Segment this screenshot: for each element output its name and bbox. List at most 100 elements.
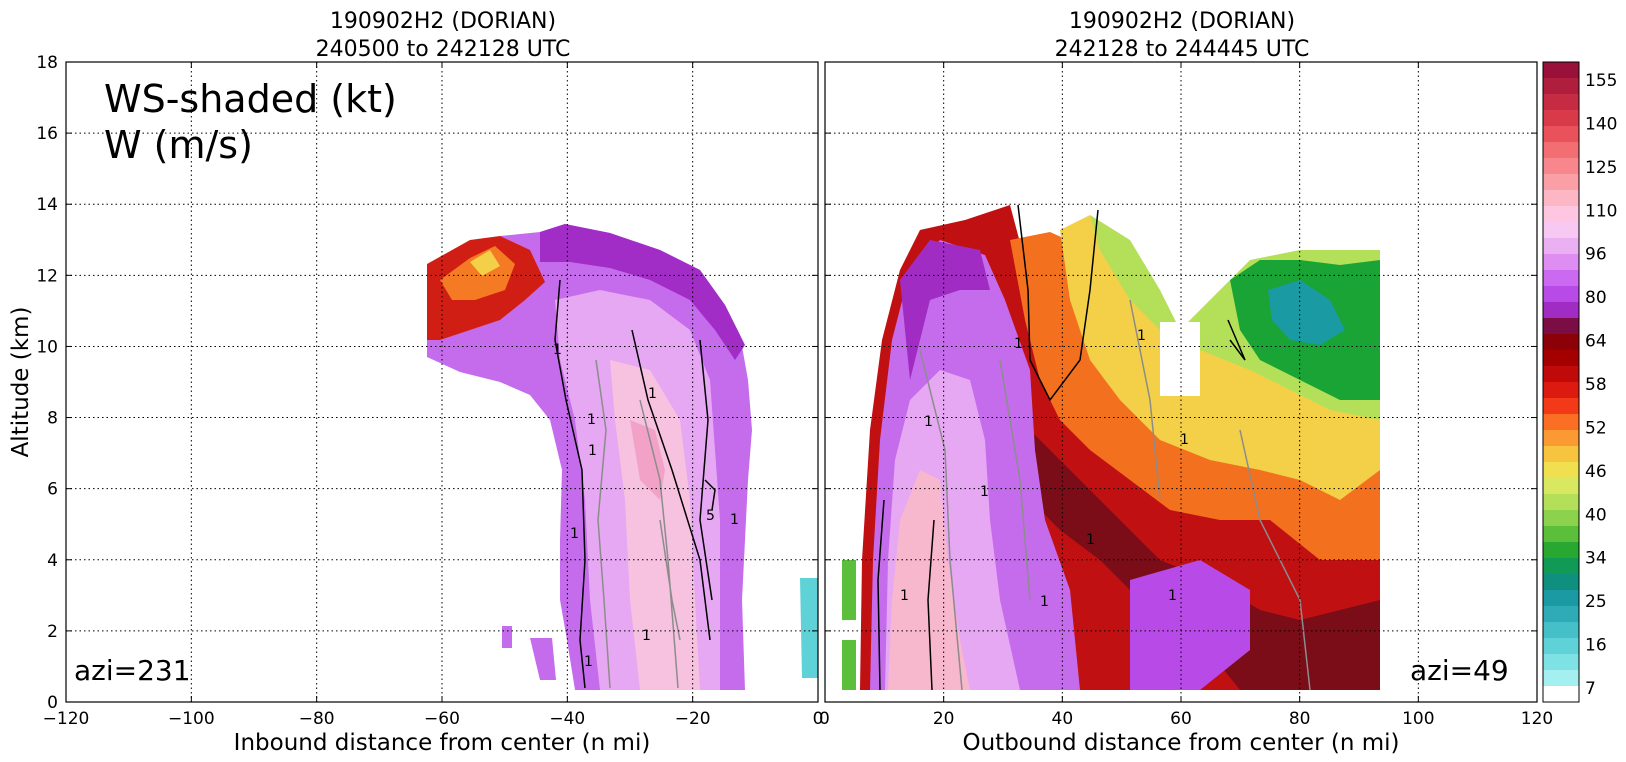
left-contour-label: 1: [588, 443, 597, 459]
colorbar-band: [1543, 238, 1579, 255]
colorbar-band: [1543, 622, 1579, 639]
x-tick-label: 100: [1402, 709, 1434, 729]
colorbar-band: [1543, 254, 1579, 271]
left-contour-label: 1: [648, 386, 657, 402]
right-vertical-velocity-contour: [877, 204, 1246, 691]
colorbar-tick-label: 40: [1585, 505, 1607, 525]
right-contour-labels: 1 1 1 1 1 1 1 1 1: [900, 328, 1189, 610]
colorbar-band: [1543, 526, 1579, 543]
colorbar-band: [1543, 670, 1579, 687]
colorbar: 155 140 125 110 96 80 64 58 52 46 40 34 25 16 7: [1542, 61, 1617, 703]
x-tick-label: 20: [933, 709, 955, 729]
right-wind-region-violet-lower: [1130, 560, 1250, 690]
right-contour-label: 1: [1040, 594, 1049, 610]
y-tick-label: 12: [36, 266, 58, 286]
colorbar-band: [1543, 206, 1579, 223]
colorbar-band: [1543, 558, 1579, 575]
x-tick-label: 80: [1289, 709, 1311, 729]
x-tick-label: 0: [819, 709, 830, 729]
right-contour-label: 1: [1180, 432, 1189, 448]
colorbar-band: [1543, 190, 1579, 207]
colorbar-tick-label: 140: [1585, 114, 1617, 134]
right-contour-label: 1: [900, 588, 909, 604]
x-tick-label: −40: [549, 709, 585, 729]
colorbar-band: [1543, 654, 1579, 671]
right-contour-label: 1: [924, 414, 933, 430]
colorbar-band: [1543, 462, 1579, 479]
y-tick-label: 0: [47, 693, 58, 713]
colorbar-band: [1543, 62, 1579, 79]
right-wind-region-teal: [1268, 280, 1345, 345]
y-tick-label: 4: [47, 551, 58, 571]
colorbar-band: [1543, 302, 1579, 319]
left-contour-label: 1: [587, 412, 596, 428]
colorbar-band: [1543, 222, 1579, 239]
colorbar-tick-label: 80: [1585, 288, 1607, 308]
colorbar-band: [1543, 446, 1579, 463]
right-wind-region-darkred: [1030, 430, 1380, 690]
right-contour-label: 1: [1014, 336, 1023, 352]
x-tick-label: 60: [1170, 709, 1192, 729]
colorbar-tick-label: 25: [1585, 592, 1607, 612]
left-contour-label: 1: [730, 512, 739, 528]
colorbar-band: [1543, 126, 1579, 143]
colorbar-tick-label: 52: [1585, 418, 1607, 438]
colorbar-band: [1543, 638, 1579, 655]
left-wind-region-cyan: [800, 578, 818, 678]
left-contour-labels: 1 1 1 1 1 1 5 1 1: [553, 342, 739, 670]
left-x-axis-label: Inbound distance from center (n mi): [234, 730, 651, 756]
left-x-tick-labels: −120 −100 −80 −60 −40 −20 0: [43, 709, 824, 729]
left-contour-label: 1: [642, 628, 651, 644]
colorbar-tick-label: 96: [1585, 245, 1607, 265]
left-wind-region-purple-top: [540, 224, 745, 360]
colorbar-band: [1543, 382, 1579, 399]
colorbar-band: [1543, 110, 1579, 127]
right-contour-label: 1: [1168, 588, 1177, 604]
left-panel-shading: [427, 224, 818, 690]
x-tick-label: 120: [1521, 709, 1553, 729]
colorbar-band: [1543, 686, 1579, 703]
colorbar-band: [1543, 510, 1579, 527]
left-wind-region-orange: [440, 246, 515, 300]
left-wind-region-yellow: [470, 250, 500, 276]
left-vertical-velocity-contour: [554, 279, 716, 689]
colorbar-band: [1543, 414, 1579, 431]
colorbar-band: [1543, 318, 1579, 335]
right-wind-region-purple: [900, 240, 990, 380]
colorbar-tick-label: 64: [1585, 332, 1607, 352]
colorbar-bands: [1543, 62, 1579, 703]
left-contour-label: 1: [570, 526, 579, 542]
colorbar-band: [1543, 350, 1579, 367]
colorbar-band: [1543, 270, 1579, 287]
right-x-tick-labels: 0 20 40 60 80 100 120: [819, 709, 1553, 729]
left-wind-region-rose: [630, 420, 665, 500]
y-tick-label: 16: [36, 124, 58, 144]
colorbar-band: [1543, 158, 1579, 175]
right-panel-title: 190902H2 (DORIAN): [1069, 9, 1295, 34]
y-tick-label: 14: [36, 195, 58, 215]
colorbar-tick-labels: 155 140 125 110 96 80 64 58 52 46 40 34 25 16 7: [1585, 71, 1617, 699]
colorbar-band: [1543, 334, 1579, 351]
x-tick-label: −60: [424, 709, 460, 729]
colorbar-band: [1543, 366, 1579, 383]
y-tick-label: 6: [47, 480, 58, 500]
right-panel: 190902H2 (DORIAN) 242128 to 244445 UTC 0…: [819, 9, 1553, 756]
ws-shaded-label: WS-shaded (kt): [104, 77, 397, 121]
y-tick-label: 10: [36, 337, 58, 357]
right-panel-shading: [842, 204, 1380, 691]
left-y-tick-labels: 0 2 4 6 8 10 12 14 16 18: [36, 53, 58, 713]
colorbar-tick-label: 58: [1585, 375, 1607, 395]
left-azimuth-label: azi=231: [74, 654, 191, 687]
colorbar-band: [1543, 478, 1579, 495]
colorbar-band: [1543, 430, 1579, 447]
colorbar-tick-label: 16: [1585, 636, 1607, 656]
colorbar-frame: [1542, 61, 1580, 703]
colorbar-band: [1543, 78, 1579, 95]
right-contour-label: 1: [1137, 328, 1146, 344]
x-tick-label: 40: [1052, 709, 1074, 729]
right-vertical-velocity-contour-gray: [919, 299, 1311, 691]
colorbar-band: [1543, 142, 1579, 159]
colorbar-band: [1543, 494, 1579, 511]
x-tick-label: −100: [168, 709, 215, 729]
